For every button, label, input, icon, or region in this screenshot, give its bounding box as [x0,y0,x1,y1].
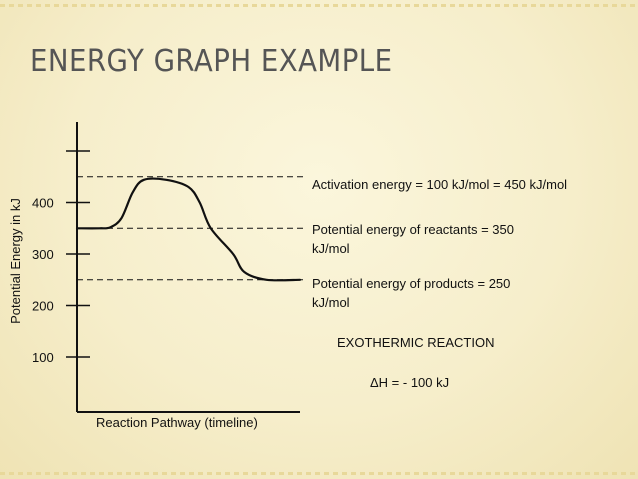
reaction-type-annotation: EXOTHERMIC REACTION [337,335,494,350]
energy-curve [75,177,302,282]
enthalpy-change-annotation: ΔH = - 100 kJ [370,375,449,390]
y-axis-ticks [66,150,90,358]
y-tick-label-200: 200 [32,299,54,314]
products-energy-label-line-2: kJ/mol [312,295,350,310]
activation-energy-label: Activation energy = 100 kJ/mol = 450 kJ/… [312,177,567,192]
x-axis-label: Reaction Pathway (timeline) [96,415,258,430]
products-energy-label: Potential energy of products = 250 [312,276,510,291]
y-axis-tick-labels: 100 200 300 400 [32,196,54,366]
chart-axes [76,122,300,413]
bottom-decorative-stripe [0,472,638,475]
reference-lines [77,176,305,281]
reactants-energy-label-line-2: kJ/mol [312,241,350,256]
top-decorative-stripe [0,4,638,7]
slide-title: ENERGY GRAPH EXAMPLE [30,44,393,79]
y-tick-label-400: 400 [32,196,54,211]
reactants-energy-label: Potential energy of reactants = 350 [312,222,514,237]
y-tick-label-300: 300 [32,247,54,262]
y-axis-label: Potential Energy in kJ [8,198,23,324]
y-tick-label-100: 100 [32,350,54,365]
reference-line-labels: Activation energy = 100 kJ/mol = 450 kJ/… [312,177,567,310]
